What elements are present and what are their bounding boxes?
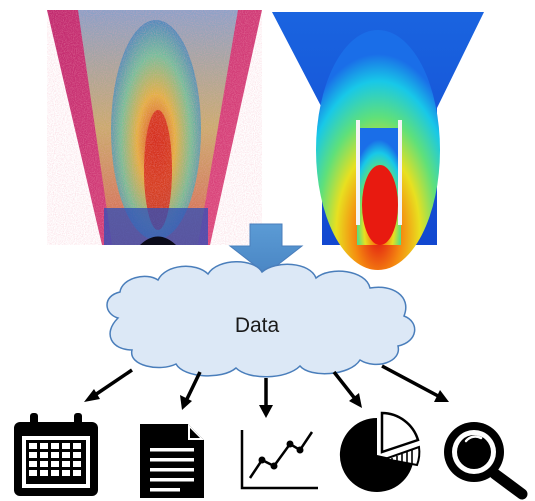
- output-arrows: [84, 364, 449, 418]
- document-icon: [140, 424, 204, 498]
- cloud-label: Data: [234, 314, 280, 337]
- calendar-icon: [14, 413, 98, 496]
- magnifier-icon: [444, 422, 528, 500]
- flow-field-funnel: [272, 12, 484, 270]
- data-cloud: [106, 261, 416, 378]
- line-chart-icon: [240, 430, 318, 490]
- down-arrow: [228, 223, 304, 275]
- particle-simulation-funnel: [47, 10, 262, 245]
- pie-chart-icon: [339, 411, 421, 492]
